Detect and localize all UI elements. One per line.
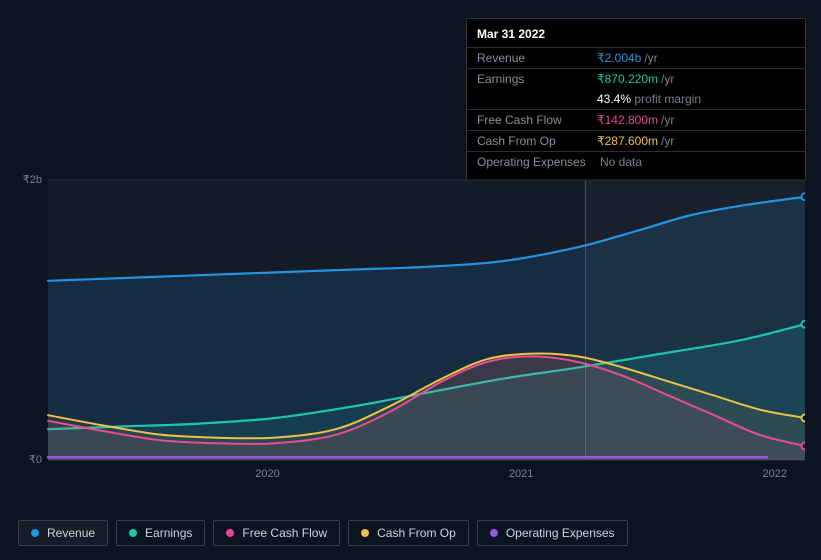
- legend-label: Free Cash Flow: [242, 526, 327, 540]
- tooltip-metric-value: ₹287.600m/yr: [597, 134, 674, 148]
- x-axis-tick: 2022: [745, 468, 805, 480]
- financial-chart[interactable]: ₹2b ₹0 2020 2021 2022: [18, 160, 805, 480]
- tooltip-metric-label: Earnings: [477, 72, 597, 86]
- y-axis-tick: ₹0: [16, 453, 42, 466]
- legend-label: Earnings: [145, 526, 192, 540]
- legend-toggle-cash-from-op[interactable]: Cash From Op: [348, 520, 469, 546]
- legend-dot-icon: [361, 529, 369, 537]
- legend-toggle-revenue[interactable]: Revenue: [18, 520, 108, 546]
- legend-toggle-free-cash-flow[interactable]: Free Cash Flow: [213, 520, 340, 546]
- legend-label: Operating Expenses: [506, 526, 615, 540]
- chart-legend: Revenue Earnings Free Cash Flow Cash From O…: [18, 520, 628, 546]
- tooltip-metric-value: ₹870.220m/yr: [597, 72, 674, 86]
- legend-dot-icon: [226, 529, 234, 537]
- legend-toggle-operating-expenses[interactable]: Operating Expenses: [477, 520, 628, 546]
- tooltip-metric-label: Cash From Op: [477, 134, 597, 148]
- tooltip-metric-value: ₹2.004b/yr: [597, 51, 658, 65]
- tooltip-date: Mar 31 2022: [467, 27, 805, 47]
- tooltip-metric-value: ₹142.800m/yr: [597, 113, 674, 127]
- tooltip-row: Cash From Op₹287.600m/yr: [467, 130, 805, 151]
- x-axis-tick: 2020: [238, 468, 298, 480]
- legend-dot-icon: [31, 529, 39, 537]
- chart-tooltip: Mar 31 2022 Revenue₹2.004b/yrEarnings₹87…: [466, 18, 806, 181]
- y-axis-tick: ₹2b: [16, 173, 42, 186]
- tooltip-row: Earnings₹870.220m/yr: [467, 68, 805, 89]
- legend-label: Revenue: [47, 526, 95, 540]
- tooltip-row: Free Cash Flow₹142.800m/yr: [467, 109, 805, 130]
- tooltip-metric-label: Revenue: [477, 51, 597, 65]
- legend-toggle-earnings[interactable]: Earnings: [116, 520, 205, 546]
- x-axis-tick: 2021: [491, 468, 551, 480]
- legend-dot-icon: [490, 529, 498, 537]
- tooltip-profit-margin: 43.4% profit margin: [597, 92, 701, 106]
- tooltip-row: Revenue₹2.004b/yr: [467, 47, 805, 68]
- chart-canvas: [18, 160, 805, 480]
- tooltip-metric-label: Free Cash Flow: [477, 113, 597, 127]
- legend-label: Cash From Op: [377, 526, 456, 540]
- legend-dot-icon: [129, 529, 137, 537]
- tooltip-row-extra: 43.4% profit margin: [467, 89, 805, 109]
